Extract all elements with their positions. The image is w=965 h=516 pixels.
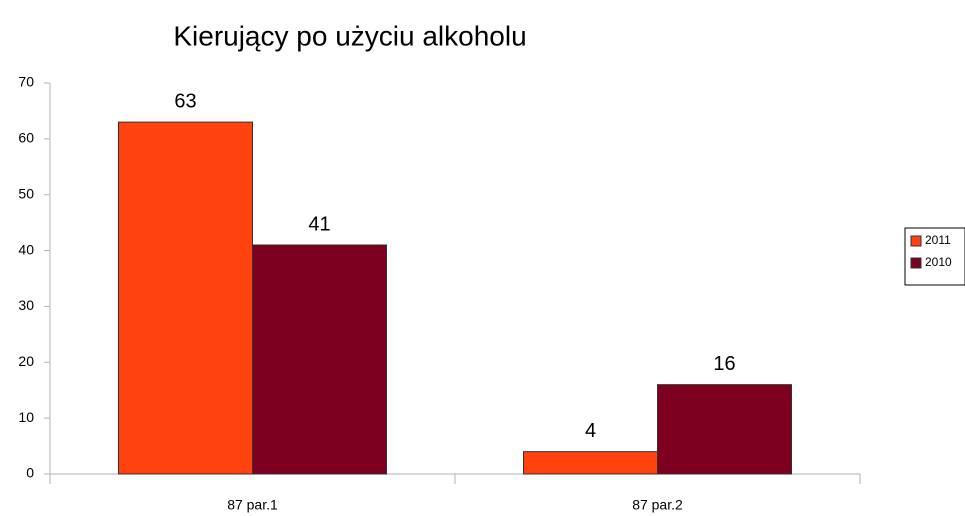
bar <box>523 451 658 475</box>
y-tick-label: 0 <box>26 465 34 481</box>
legend-swatch <box>910 257 922 269</box>
y-tick-label: 70 <box>18 74 34 90</box>
bar <box>657 384 792 475</box>
x-tick-label: 87 par.1 <box>227 497 278 513</box>
y-tick-label: 30 <box>18 297 34 313</box>
chart-title: Kierujący po użyciu alkoholu <box>173 20 526 51</box>
y-tick-label: 60 <box>18 130 34 146</box>
y-tick-label: 40 <box>18 241 34 257</box>
bar <box>252 244 387 475</box>
legend-label: 2011 <box>925 233 951 247</box>
y-tick-label: 20 <box>18 353 34 369</box>
data-label: 4 <box>585 420 596 442</box>
y-tick-label: 50 <box>18 185 34 201</box>
data-label: 41 <box>308 213 330 235</box>
bar <box>118 121 253 475</box>
legend-label: 2010 <box>925 255 952 269</box>
y-tick-label: 10 <box>18 409 34 425</box>
data-label: 63 <box>174 90 196 112</box>
x-tick-label: 87 par.2 <box>632 497 683 513</box>
legend-swatch <box>910 235 922 247</box>
data-label: 16 <box>713 353 735 375</box>
